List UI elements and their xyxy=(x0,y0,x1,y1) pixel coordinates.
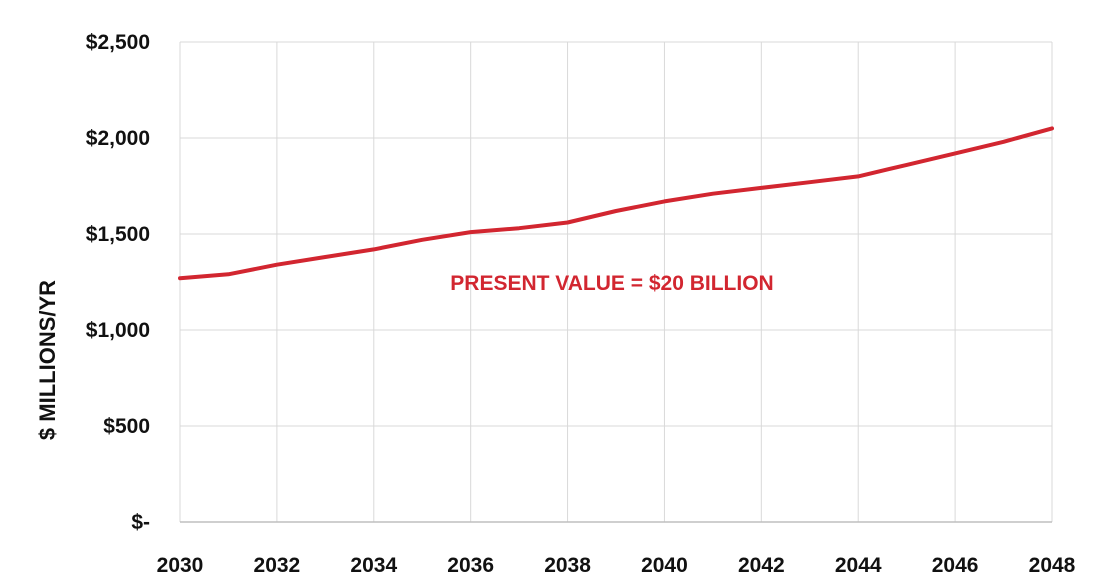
data-point xyxy=(1050,126,1054,130)
data-point xyxy=(178,276,182,280)
data-point xyxy=(1002,140,1006,144)
x-tick-label: 2048 xyxy=(1029,554,1076,577)
data-point xyxy=(566,220,570,224)
x-tick-label: 2046 xyxy=(932,554,979,577)
data-point xyxy=(856,174,860,178)
y-axis-title: $ MILLIONS/YR xyxy=(35,280,60,440)
present-value-annotation: PRESENT VALUE = $20 BILLION xyxy=(450,272,773,295)
x-tick-label: 2038 xyxy=(544,554,591,577)
x-tick-label: 2042 xyxy=(738,554,785,577)
y-axis-tick-labels: $- $500 $1,000 $1,500 $2,000 $2,500 xyxy=(86,31,150,534)
x-tick-label: 2030 xyxy=(157,554,204,577)
data-point xyxy=(517,226,521,230)
data-point xyxy=(372,247,376,251)
x-axis-tick-labels: 2030 2032 2034 2036 2038 2040 2042 2044 2046 2048 xyxy=(157,554,1076,577)
data-point xyxy=(953,151,957,155)
y-tick-label: $2,500 xyxy=(86,31,150,54)
data-point xyxy=(662,199,666,203)
data-point xyxy=(808,180,812,184)
data-point xyxy=(905,163,909,167)
y-tick-label: $1,500 xyxy=(86,223,150,246)
y-tick-label: $- xyxy=(131,511,150,534)
data-point xyxy=(469,230,473,234)
x-tick-label: 2034 xyxy=(350,554,397,577)
data-point xyxy=(614,209,618,213)
data-point xyxy=(275,263,279,267)
y-tick-label: $2,000 xyxy=(86,127,150,150)
data-point xyxy=(420,238,424,242)
x-tick-label: 2032 xyxy=(254,554,301,577)
series-layer xyxy=(178,126,1054,281)
x-tick-label: 2040 xyxy=(641,554,688,577)
series-line xyxy=(178,126,1054,281)
y-tick-label: $1,000 xyxy=(86,319,150,342)
x-tick-label: 2044 xyxy=(835,554,882,577)
gridlines xyxy=(179,41,1053,522)
data-point xyxy=(711,192,715,196)
data-point xyxy=(759,186,763,190)
data-point xyxy=(323,255,327,259)
x-tick-label: 2036 xyxy=(447,554,494,577)
y-tick-label: $500 xyxy=(103,415,150,438)
data-point xyxy=(226,272,230,276)
